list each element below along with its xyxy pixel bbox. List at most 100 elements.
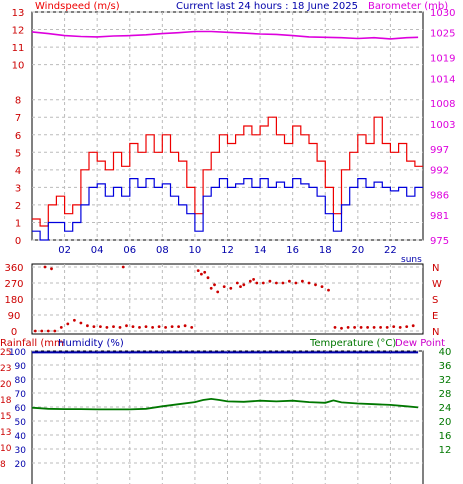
humidity-tick-label: 60 (15, 404, 27, 414)
direction-point (301, 279, 304, 283)
barometer-tick-label: 1030 (430, 8, 455, 19)
direction-point (33, 329, 37, 333)
rainfall-tick-label: 15 (0, 412, 11, 422)
direction-point (314, 283, 317, 287)
humidity-tick-label: 20 (15, 460, 27, 470)
direction-point (333, 326, 337, 329)
direction-point (151, 326, 155, 329)
humidity-axis-labels: 20 30 40 50 60 70 80 90 100 (9, 348, 26, 470)
direction-point (190, 326, 194, 329)
temperature-tick-label: 36 (439, 361, 452, 372)
direction-point (385, 326, 389, 329)
windspeed-series-line (32, 178, 423, 241)
chart-title: Current last 24 hours : 18 June 2025 (176, 1, 358, 12)
direction-point (216, 290, 220, 294)
direction-point (196, 269, 200, 272)
direction-point (131, 325, 135, 328)
hour-tick-label: 16 (286, 245, 299, 256)
direction-point (177, 325, 181, 328)
direction-degree-label: 90 (8, 311, 21, 322)
rainfall-tick-label: 13 (0, 428, 11, 438)
direction-point (112, 325, 115, 328)
direction-degree-label: 270 (4, 279, 23, 290)
barometer-tick-label: 1019 (430, 54, 455, 65)
temperature-tick-label: 28 (439, 389, 452, 400)
direction-point (275, 281, 278, 285)
direction-point (144, 325, 148, 328)
humidity-tick-label: 80 (15, 376, 27, 386)
barometer-series-line (31, 30, 419, 40)
barometer-tick-label: 986 (430, 190, 449, 201)
direction-point (164, 326, 168, 329)
direction-point (99, 325, 102, 328)
direction-point (157, 325, 161, 328)
barometer-tick-label: 997 (430, 145, 449, 156)
barometer-tick-label: 1025 (430, 29, 455, 40)
windspeed-tick-label: 0 (15, 236, 21, 247)
direction-point (86, 324, 89, 328)
humidity-tick-label: 30 (15, 446, 27, 456)
direction-point (359, 326, 363, 329)
barometer-tick-label: 1003 (430, 120, 455, 131)
direction-point (320, 285, 324, 288)
windspeed-tick-label: 7 (15, 113, 21, 124)
hour-tick-label: 22 (384, 245, 397, 256)
direction-point (118, 326, 122, 329)
rainfall-tick-label: 8 (0, 460, 6, 470)
barometer-tick-label: 981 (430, 211, 449, 222)
direction-degree-label: 360 (4, 263, 23, 274)
hour-tick-label: 02 (58, 245, 71, 256)
direction-point (73, 318, 76, 322)
wind-panel-series (31, 30, 423, 241)
direction-point (307, 281, 311, 285)
direction-point (411, 324, 415, 328)
windspeed-tick-label: 6 (15, 131, 21, 142)
hour-tick-label: 12 (221, 245, 234, 256)
direction-point (170, 325, 174, 328)
windspeed-tick-label: 5 (15, 148, 21, 159)
direction-point (235, 281, 239, 285)
barometer-tick-label: 1014 (430, 74, 455, 85)
barometer-title: Barometer (mb) (368, 1, 448, 12)
direction-point (229, 286, 233, 290)
direction-point (121, 265, 125, 269)
direction-point (239, 285, 242, 288)
direction-points (33, 265, 415, 333)
direction-point (353, 326, 356, 329)
direction-point (268, 279, 272, 283)
direction-point (206, 276, 210, 280)
windspeed-tick-label: 3 (15, 183, 21, 194)
direction-point (392, 325, 396, 328)
windspeed-tick-label: 10 (12, 61, 25, 72)
direction-point (372, 326, 376, 329)
hour-tick-label: 06 (123, 245, 136, 256)
barometer-tick-label: 992 (430, 166, 449, 177)
hour-tick-label: 18 (319, 245, 332, 256)
direction-point (79, 321, 83, 325)
direction-point (40, 329, 44, 333)
direction-point (53, 329, 57, 333)
direction-point (288, 279, 291, 283)
direction-point (261, 281, 265, 285)
windspeed-tick-label: 8 (15, 96, 21, 107)
direction-point (209, 286, 213, 290)
humidity-tick-label: 70 (15, 390, 27, 400)
direction-point (59, 326, 63, 329)
windspeed-tick-label: 2 (15, 201, 21, 212)
direction-compass-label: S (432, 295, 438, 306)
direction-corner-label: suns (401, 255, 422, 265)
windspeed-tick-label: 13 (12, 8, 25, 19)
direction-point (125, 324, 128, 328)
direction-point (138, 326, 141, 329)
direction-point (327, 288, 330, 292)
direction-degree-label: 0 (11, 327, 17, 338)
rainfall-axis-labels: 8 10 13 15 18 20 23 25 (0, 348, 12, 470)
climate-panel-series (31, 351, 419, 411)
rainfall-tick-label: 20 (0, 380, 12, 390)
direction-point (366, 326, 369, 329)
climate-panel-grid (32, 350, 423, 484)
direction-compass-label: N (432, 263, 439, 274)
dewpoint-title: Dew Point (395, 338, 445, 349)
temperature-title: Temperature (°C) (309, 338, 396, 349)
